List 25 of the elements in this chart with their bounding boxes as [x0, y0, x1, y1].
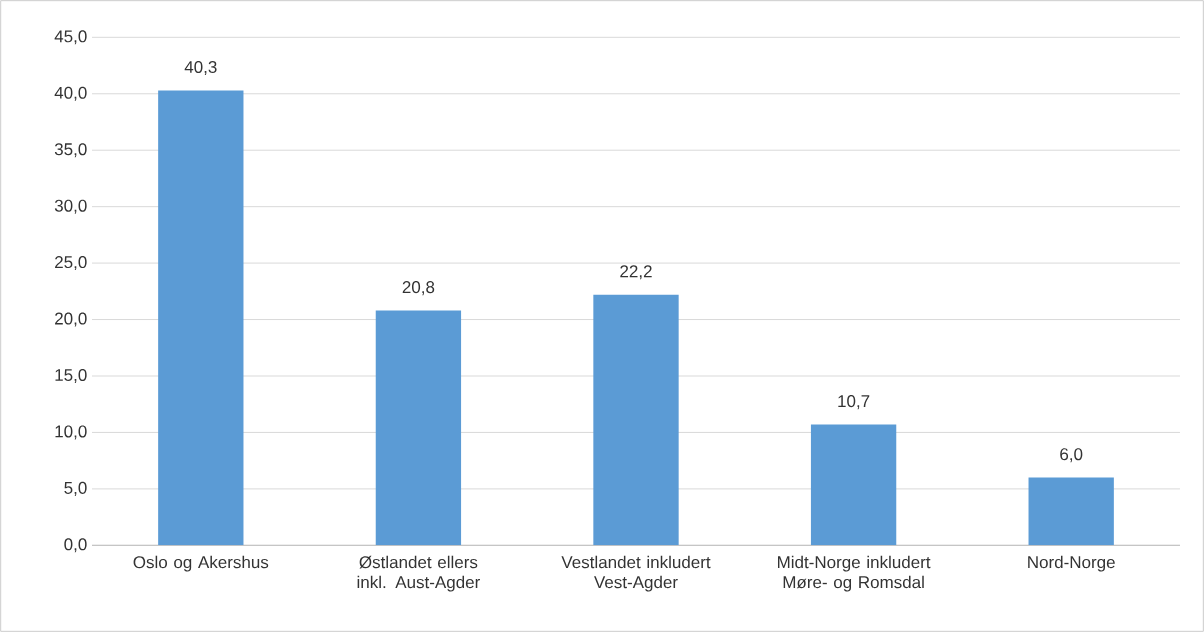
y-tick-label: 0,0: [64, 538, 87, 553]
y-tick-label: 45,0: [54, 30, 87, 45]
x-tick-label: Oslo og Akershus: [133, 555, 269, 572]
x-tick-label: Midt-Norge inkludert Møre- og Romsdal: [778, 555, 931, 592]
bar: [158, 90, 244, 546]
data-label: 10,7: [838, 395, 870, 410]
x-tick-label: Nord-Norge: [1028, 555, 1115, 572]
y-tick-label: 10,0: [55, 425, 87, 440]
y-tick-label: 25,0: [55, 256, 87, 271]
x-tick-label: Vestlandet inkludert Vest-Agder: [561, 555, 711, 592]
bar: [1028, 477, 1114, 546]
y-tick-label: 5,0: [64, 481, 87, 496]
y-tick-label: 30,0: [54, 199, 87, 214]
data-label: 40,3: [184, 60, 217, 76]
y-tick-label: 20,0: [55, 312, 87, 327]
y-tick-label: 40,0: [54, 86, 87, 101]
data-label: 6,0: [1060, 448, 1083, 463]
data-label: 22,2: [620, 265, 652, 280]
y-tick-label: 35,0: [54, 143, 87, 158]
x-tick-label: Østlandet ellers inkl. Aust-Agder: [357, 555, 480, 592]
y-tick-label: 15,0: [55, 368, 87, 384]
data-label: 20,8: [402, 281, 435, 296]
bar: [810, 424, 897, 546]
bar: [375, 310, 462, 546]
bar: [593, 294, 679, 546]
